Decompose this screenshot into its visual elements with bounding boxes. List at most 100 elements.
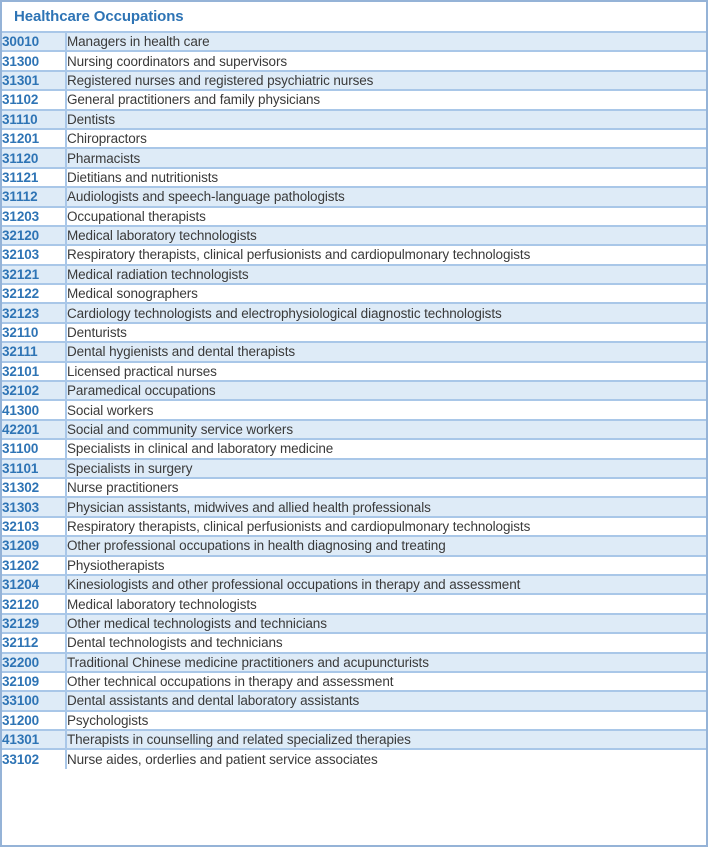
occupation-code: 32109 [2, 670, 67, 692]
occupation-name: Occupational therapists [66, 205, 706, 226]
occupation-name: Chiropractors [66, 127, 706, 149]
occupation-code: 31209 [2, 535, 67, 556]
occupation-name: Paramedical occupations [66, 380, 706, 401]
table-row: 31302 Nurse practitioners [2, 476, 706, 498]
occupation-name: Audiologists and speech-language patholo… [66, 186, 706, 207]
occupation-name: Nursing coordinators and supervisors [66, 50, 706, 71]
table-row: 32102 Paramedical occupations [2, 380, 706, 401]
occupation-name: Therapists in counselling and related sp… [66, 729, 706, 750]
occupation-code: 32120 [2, 224, 67, 246]
table-row: 32122 Medical sonographers [2, 283, 706, 304]
occupation-name: Medical laboratory technologists [66, 593, 706, 614]
occupation-name: Dental assistants and dental laboratory … [66, 690, 706, 711]
occupation-name: Respiratory therapists, clinical perfusi… [66, 515, 706, 537]
occupation-code: 41300 [2, 399, 67, 420]
occupation-code: 31110 [2, 108, 67, 129]
occupation-code: 31300 [2, 50, 67, 71]
occupation-name: Physiotherapists [66, 554, 706, 575]
occupation-name: Licensed practical nurses [66, 360, 706, 382]
occupation-name: Managers in health care [66, 30, 706, 52]
occupation-name: Social and community service workers [66, 418, 706, 440]
occupation-code: 32122 [2, 283, 67, 304]
occupation-name: Dental technologists and technicians [66, 632, 706, 653]
occupation-code: 31200 [2, 709, 67, 731]
occupation-name: Respiratory therapists, clinical perfusi… [66, 244, 706, 265]
table-row: 41300 Social workers [2, 399, 706, 420]
occupation-name: Nurse aides, orderlies and patient servi… [66, 748, 706, 769]
table-row: 31301 Registered nurses and registered ps… [2, 69, 706, 91]
occupation-name: Specialists in clinical and laboratory m… [66, 438, 706, 459]
occupation-code: 31301 [2, 69, 67, 91]
table-row: 32101 Licensed practical nurses [2, 360, 706, 382]
occupation-code: 32103 [2, 244, 67, 265]
table-row: 42201 Social and community service worker… [2, 418, 706, 440]
table-row: 32129 Other medical technologists and tec… [2, 612, 706, 634]
occupation-name: Specialists in surgery [66, 457, 706, 478]
table-row: 31100 Specialists in clinical and laborat… [2, 438, 706, 459]
occupation-code: 31100 [2, 438, 67, 459]
occupation-code: 31101 [2, 457, 67, 478]
occupation-code: 33100 [2, 690, 67, 711]
table-row: 33100 Dental assistants and dental labora… [2, 690, 706, 711]
table-row: 31201 Chiropractors [2, 127, 706, 149]
occupation-code: 32120 [2, 593, 67, 614]
occupation-code: 31120 [2, 147, 67, 168]
occupation-table-body: 30010 Managers in health care 31300 Nursing… [2, 30, 706, 769]
table-row: 32200 Traditional Chinese medicine practi… [2, 651, 706, 672]
occupation-code: 41301 [2, 729, 67, 750]
occupation-name: Psychologists [66, 709, 706, 731]
table-row: 31110 Dentists [2, 108, 706, 129]
table-row: 31102 General practitioners and family ph… [2, 89, 706, 110]
occupation-name: Cardiology technologists and electrophys… [66, 302, 706, 323]
occupation-name: Denturists [66, 321, 706, 343]
occupation-name: Nurse practitioners [66, 476, 706, 498]
table-row: 30010 Managers in health care [2, 30, 706, 52]
occupation-name: Medical radiation technologists [66, 263, 706, 285]
table-row: 31120 Pharmacists [2, 147, 706, 168]
table-row: 41301 Therapists in counselling and relat… [2, 729, 706, 750]
occupation-name: Traditional Chinese medicine practitione… [66, 651, 706, 672]
occupation-name: Dietitians and nutritionists [66, 166, 706, 188]
occupation-name: Kinesiologists and other professional oc… [66, 573, 706, 595]
occupation-name: Other professional occupations in health… [66, 535, 706, 556]
table-row: 32110 Denturists [2, 321, 706, 343]
table-row: 32120 Medical laboratory technologists [2, 593, 706, 614]
occupation-code: 32121 [2, 263, 67, 285]
occupation-code: 42201 [2, 418, 67, 440]
table-row: 32123 Cardiology technologists and electr… [2, 302, 706, 323]
occupation-name: General practitioners and family physici… [66, 89, 706, 110]
occupation-code: 32112 [2, 632, 67, 653]
occupation-name: Other technical occupations in therapy a… [66, 670, 706, 692]
table-row: 32121 Medical radiation technologists [2, 263, 706, 285]
occupation-code: 31102 [2, 89, 67, 110]
occupation-code: 32110 [2, 321, 67, 343]
table-row: 31200 Psychologists [2, 709, 706, 731]
occupation-code: 32101 [2, 360, 67, 382]
table-row: 32109 Other technical occupations in ther… [2, 670, 706, 692]
occupation-code: 31121 [2, 166, 67, 188]
table-row: 33102 Nurse aides, orderlies and patient … [2, 748, 706, 769]
table-row: 31209 Other professional occupations in h… [2, 535, 706, 556]
occupation-name: Medical sonographers [66, 283, 706, 304]
table-row: 32120 Medical laboratory technologists [2, 224, 706, 246]
occupation-code: 32123 [2, 302, 67, 323]
occupation-code: 32103 [2, 515, 67, 537]
occupation-code: 30010 [2, 30, 67, 52]
occupation-code: 31112 [2, 186, 67, 207]
occupation-name: Medical laboratory technologists [66, 224, 706, 246]
occupation-code: 33102 [2, 748, 67, 769]
occupation-name: Dentists [66, 108, 706, 129]
table-row: 31203 Occupational therapists [2, 205, 706, 226]
table-row: 31204 Kinesiologists and other profession… [2, 573, 706, 595]
occupation-table: 30010 Managers in health care 31300 Nursing… [2, 30, 706, 769]
occupation-code: 31302 [2, 476, 67, 498]
table-row: 31300 Nursing coordinators and supervisor… [2, 50, 706, 71]
occupation-code: 32111 [2, 341, 67, 362]
occupation-code: 32200 [2, 651, 67, 672]
occupation-code: 32102 [2, 380, 67, 401]
occupation-code: 31202 [2, 554, 67, 575]
table-row: 31121 Dietitians and nutritionists [2, 166, 706, 188]
table-title: Healthcare Occupations [2, 2, 706, 31]
occupation-name: Pharmacists [66, 147, 706, 168]
